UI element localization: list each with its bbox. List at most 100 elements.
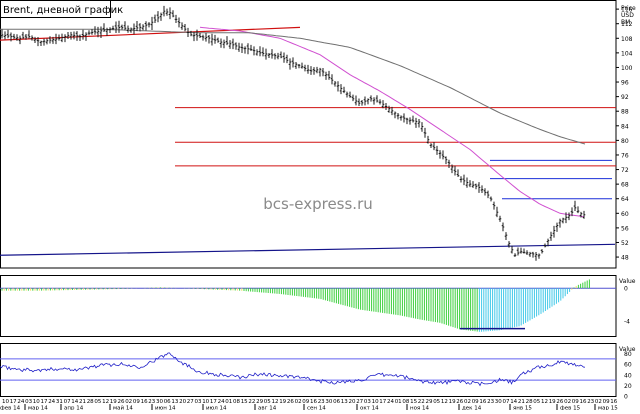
x-day-label: 03 xyxy=(25,399,32,405)
price-bar xyxy=(57,34,61,41)
price-bar xyxy=(540,249,544,254)
price-bar xyxy=(12,33,16,40)
price-bar xyxy=(315,66,319,74)
price-bar xyxy=(39,40,43,47)
price-bar xyxy=(117,20,121,33)
price-bar xyxy=(348,91,352,98)
price-bar xyxy=(300,62,304,69)
x-day-label: 23 xyxy=(318,399,325,405)
price-bar xyxy=(492,201,496,210)
price-tick-label: 100 xyxy=(621,65,633,72)
x-month-label: июн 14 xyxy=(155,406,176,411)
x-day-label: 19 xyxy=(549,399,556,405)
navy-trendline xyxy=(0,243,616,256)
price-bar xyxy=(174,14,178,23)
macd-panel-frame xyxy=(0,275,617,337)
magenta-moving-average xyxy=(199,26,585,218)
price-bar xyxy=(249,44,253,52)
rsi-tick-label: 20 xyxy=(624,383,632,390)
price-tick-label: 68 xyxy=(621,182,629,189)
price-bar xyxy=(411,115,415,123)
price-bar xyxy=(294,61,298,69)
price-bar xyxy=(564,212,568,224)
x-day-label: 16 xyxy=(610,399,617,405)
x-day-label: 23 xyxy=(587,399,594,405)
price-bar xyxy=(327,70,331,80)
price-bar xyxy=(186,27,190,37)
price-bar xyxy=(450,164,454,174)
rsi-tick-label: 60 xyxy=(624,362,632,369)
price-tick-label: 92 xyxy=(621,94,629,101)
price-bar xyxy=(267,53,271,59)
price-bar xyxy=(18,35,22,45)
price-bar xyxy=(507,241,511,248)
x-day-label: 13 xyxy=(341,399,348,405)
price-panel-frame xyxy=(0,0,617,269)
price-bar xyxy=(210,33,214,46)
price-tick-label: 80 xyxy=(621,138,629,145)
x-day-label: 30 xyxy=(156,399,163,405)
x-day-label: 08 xyxy=(402,399,409,405)
price-bar xyxy=(354,95,358,106)
x-day-label: 12 xyxy=(441,399,448,405)
x-day-label: 23 xyxy=(148,399,155,405)
price-bar xyxy=(252,46,256,56)
x-month-label: мар 14 xyxy=(28,406,48,411)
price-bar xyxy=(219,38,223,48)
macd-tick-label: 0 xyxy=(624,286,628,293)
price-bar xyxy=(519,247,523,254)
x-day-label: 05 xyxy=(433,399,440,405)
x-day-label: 21 xyxy=(518,399,525,405)
x-day-label: 05 xyxy=(264,399,271,405)
price-bar xyxy=(138,23,142,32)
price-bar xyxy=(282,52,286,63)
price-bar xyxy=(204,33,208,42)
price-bar xyxy=(360,99,364,106)
rsi-line xyxy=(0,352,586,387)
price-bar xyxy=(465,177,469,188)
x-day-label: 07 xyxy=(503,399,510,405)
price-bar xyxy=(405,117,409,125)
price-bar xyxy=(246,43,250,55)
price-bar xyxy=(126,25,130,33)
x-day-label: 09 xyxy=(572,399,579,405)
price-bar xyxy=(321,67,325,77)
price-bar xyxy=(81,29,85,40)
x-day-label: 20 xyxy=(349,399,356,405)
price-bar xyxy=(414,117,418,128)
x-day-label: 12 xyxy=(272,399,279,405)
x-day-label: 26 xyxy=(287,399,294,405)
price-bar xyxy=(486,190,490,199)
price-bar xyxy=(549,231,553,241)
x-day-label: 17 xyxy=(379,399,386,405)
x-day-label: 02 xyxy=(595,399,602,405)
x-day-label: 17 xyxy=(41,399,48,405)
x-day-label: 15 xyxy=(410,399,417,405)
price-bar xyxy=(390,106,394,116)
price-bar xyxy=(45,38,49,45)
price-bar xyxy=(372,97,376,105)
price-bar xyxy=(261,47,265,57)
price-bar xyxy=(453,165,457,176)
macd-tick-label: -4 xyxy=(624,319,630,326)
price-tick-label: 48 xyxy=(621,255,629,262)
x-day-label: 28 xyxy=(87,399,94,405)
price-bar xyxy=(471,181,475,188)
price-bar xyxy=(483,188,487,196)
price-bar xyxy=(447,159,451,169)
watermark-text: bcs-express.ru xyxy=(263,195,373,213)
price-bar xyxy=(462,174,466,186)
price-bar xyxy=(381,100,385,109)
price-bar xyxy=(183,23,187,32)
price-bar xyxy=(150,16,154,31)
x-day-label: 05 xyxy=(533,399,540,405)
price-tick-label: 96 xyxy=(621,80,629,87)
x-day-label: 12 xyxy=(541,399,548,405)
x-day-label: 16 xyxy=(141,399,148,405)
x-day-label: 10 xyxy=(2,399,9,405)
price-bar xyxy=(225,36,229,46)
price-bar xyxy=(537,253,541,259)
x-day-label: 26 xyxy=(456,399,463,405)
price-bar xyxy=(318,67,322,77)
price-bar xyxy=(87,30,91,36)
